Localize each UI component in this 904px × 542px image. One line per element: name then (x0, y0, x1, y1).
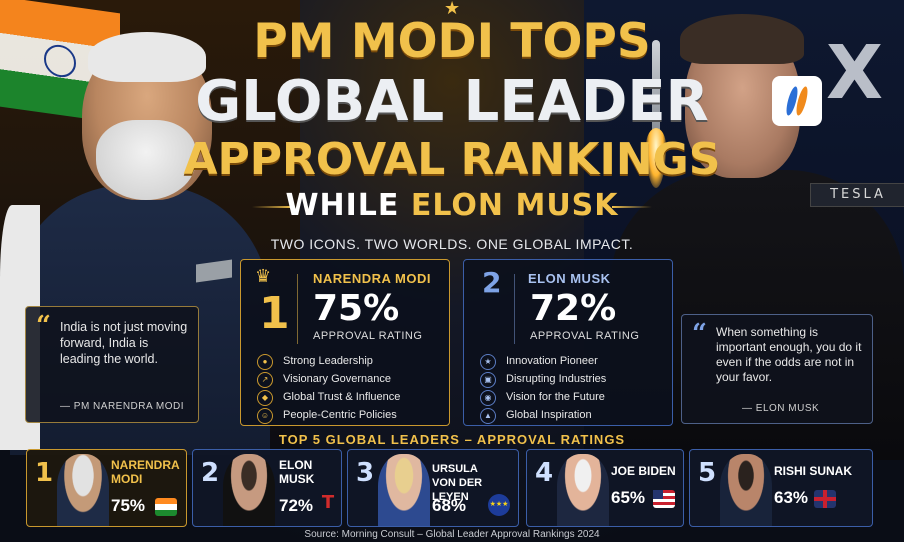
quote-mark-icon: “ (36, 311, 51, 341)
modi-name: NARENDRA MODI (313, 271, 431, 286)
headline-line-4: WHILE ELON MUSK (0, 191, 904, 221)
musk-percent: 72% (530, 288, 617, 329)
trait-item: ◆ Global Trust & Influence (257, 388, 400, 406)
rocket-flame (646, 128, 666, 188)
musk-quote-text: When something is important enough, you … (716, 325, 862, 384)
india-flag-icon (155, 498, 177, 516)
top5-percent: 63% (774, 488, 809, 507)
quote-mark-icon: “ (692, 319, 707, 349)
top5-name: NARENDRA MODI (111, 458, 180, 486)
modi-beard (96, 120, 196, 200)
modi-quote-text: India is not just moving forward, India … (60, 320, 188, 366)
top5-name: URSULA VON DER LEYEN (432, 463, 483, 503)
uk-flag-icon (814, 490, 836, 508)
top5-rank: 2 (201, 458, 220, 488)
musk-name: ELON MUSK (528, 271, 611, 286)
musk-rating-card: 2 ELON MUSK 72% APPROVAL RATING ★ Innovat… (463, 259, 673, 426)
top5-card-musk: 2 ELON MUSK 72% T (192, 449, 342, 527)
rocket-icon: ▲ (480, 408, 496, 424)
growth-chart-icon: ↗ (257, 372, 273, 388)
modi-approval-label: APPROVAL RATING (313, 330, 423, 342)
top5-card-modi: 1 NARENDRA MODI 75% (26, 449, 187, 527)
card-divider (297, 274, 298, 344)
headline-line-3: APPROVAL RANKINGS (183, 134, 721, 185)
modi-rating-card: ♛ 1 NARENDRA MODI 75% APPROVAL RATING ● S… (240, 259, 450, 426)
divider-left (252, 206, 292, 208)
musk-hair (680, 14, 804, 64)
modi-avatar (57, 454, 109, 526)
trait-item: ● Strong Leadership (257, 352, 400, 370)
star-icon: ★ (444, 0, 461, 18)
top5-rank: 4 (535, 458, 554, 488)
top5-percent: 65% (611, 488, 646, 507)
top5-percent: 68% (432, 496, 467, 515)
headline-line-2: GLOBAL LEADER (195, 69, 709, 134)
top5-name: RISHI SUNAK (774, 464, 853, 478)
musk-quote-author: — ELON MUSK (742, 403, 820, 414)
musk-avatar (223, 454, 275, 526)
headline-line-4-highlight: ELON MUSK (410, 188, 619, 223)
headline-line-1: PM MODI TOPS (253, 14, 651, 69)
top5-name: ELON MUSK (279, 458, 315, 486)
modi-quote-box: “ India is not just moving forward, Indi… (25, 306, 199, 423)
sunak-avatar (720, 454, 772, 526)
trait-item: ▲ Global Inspiration (480, 406, 606, 424)
shield-icon: ◆ (257, 390, 273, 406)
modi-rank: 1 (259, 288, 290, 339)
top5-name: JOE BIDEN (611, 464, 676, 478)
tesla-sign: TESLA (810, 183, 904, 207)
top5-rank: 5 (698, 458, 717, 488)
musk-traits-list: ★ Innovation Pioneer ▣ Disrupting Industri… (480, 352, 606, 424)
top5-title: TOP 5 GLOBAL LEADERS – APPROVAL RATINGS (278, 432, 626, 447)
star-icon: ★ (480, 354, 496, 370)
trait-item: ↗ Visionary Governance (257, 370, 400, 388)
top5-card-von-der-leyen: 3 URSULA VON DER LEYEN 68% ★★★ (347, 449, 519, 527)
musk-quote-box: “ When something is important enough, yo… (681, 314, 873, 424)
top5-rank: 3 (356, 458, 375, 488)
trait-item: ★ Innovation Pioneer (480, 352, 606, 370)
biden-avatar (557, 454, 609, 526)
eu-flag-icon: ★★★ (488, 494, 510, 516)
top5-card-sunak: 5 RISHI SUNAK 63% (689, 449, 873, 527)
leadership-icon: ● (257, 354, 273, 370)
modi-quote-author: — PM NARENDRA MODI (60, 401, 185, 412)
x-logo-icon: X (826, 30, 884, 116)
app-logo-icon (772, 76, 822, 126)
top5-rank: 1 (35, 458, 54, 488)
modi-traits-list: ● Strong Leadership ↗ Visionary Governance… (257, 352, 400, 424)
card-divider (514, 274, 515, 344)
tagline: TWO ICONS. TWO WORLDS. ONE GLOBAL IMPACT… (270, 236, 634, 252)
von-der-leyen-avatar (378, 454, 430, 526)
rocket-icon (652, 40, 660, 130)
trait-item: ◉ Vision for the Future (480, 388, 606, 406)
tesla-logo-icon: T (321, 492, 335, 513)
people-icon: ☺ (257, 408, 273, 424)
factory-icon: ▣ (480, 372, 496, 388)
modi-percent: 75% (313, 288, 400, 329)
headline-line-4-prefix: WHILE (285, 188, 400, 223)
usa-flag-icon (653, 490, 675, 508)
source-caption: Source: Morning Consult – Global Leader … (304, 529, 600, 540)
musk-rank: 2 (482, 266, 502, 299)
musk-approval-label: APPROVAL RATING (530, 330, 640, 342)
eye-icon: ◉ (480, 390, 496, 406)
top5-percent: 75% (111, 496, 146, 515)
trait-item: ☺ People-Centric Policies (257, 406, 400, 424)
modi-hair (88, 32, 206, 82)
trait-item: ▣ Disrupting Industries (480, 370, 606, 388)
top5-percent: 72% (279, 496, 314, 515)
crown-icon: ♛ (255, 266, 272, 286)
top5-card-biden: 4 JOE BIDEN 65% (526, 449, 684, 527)
